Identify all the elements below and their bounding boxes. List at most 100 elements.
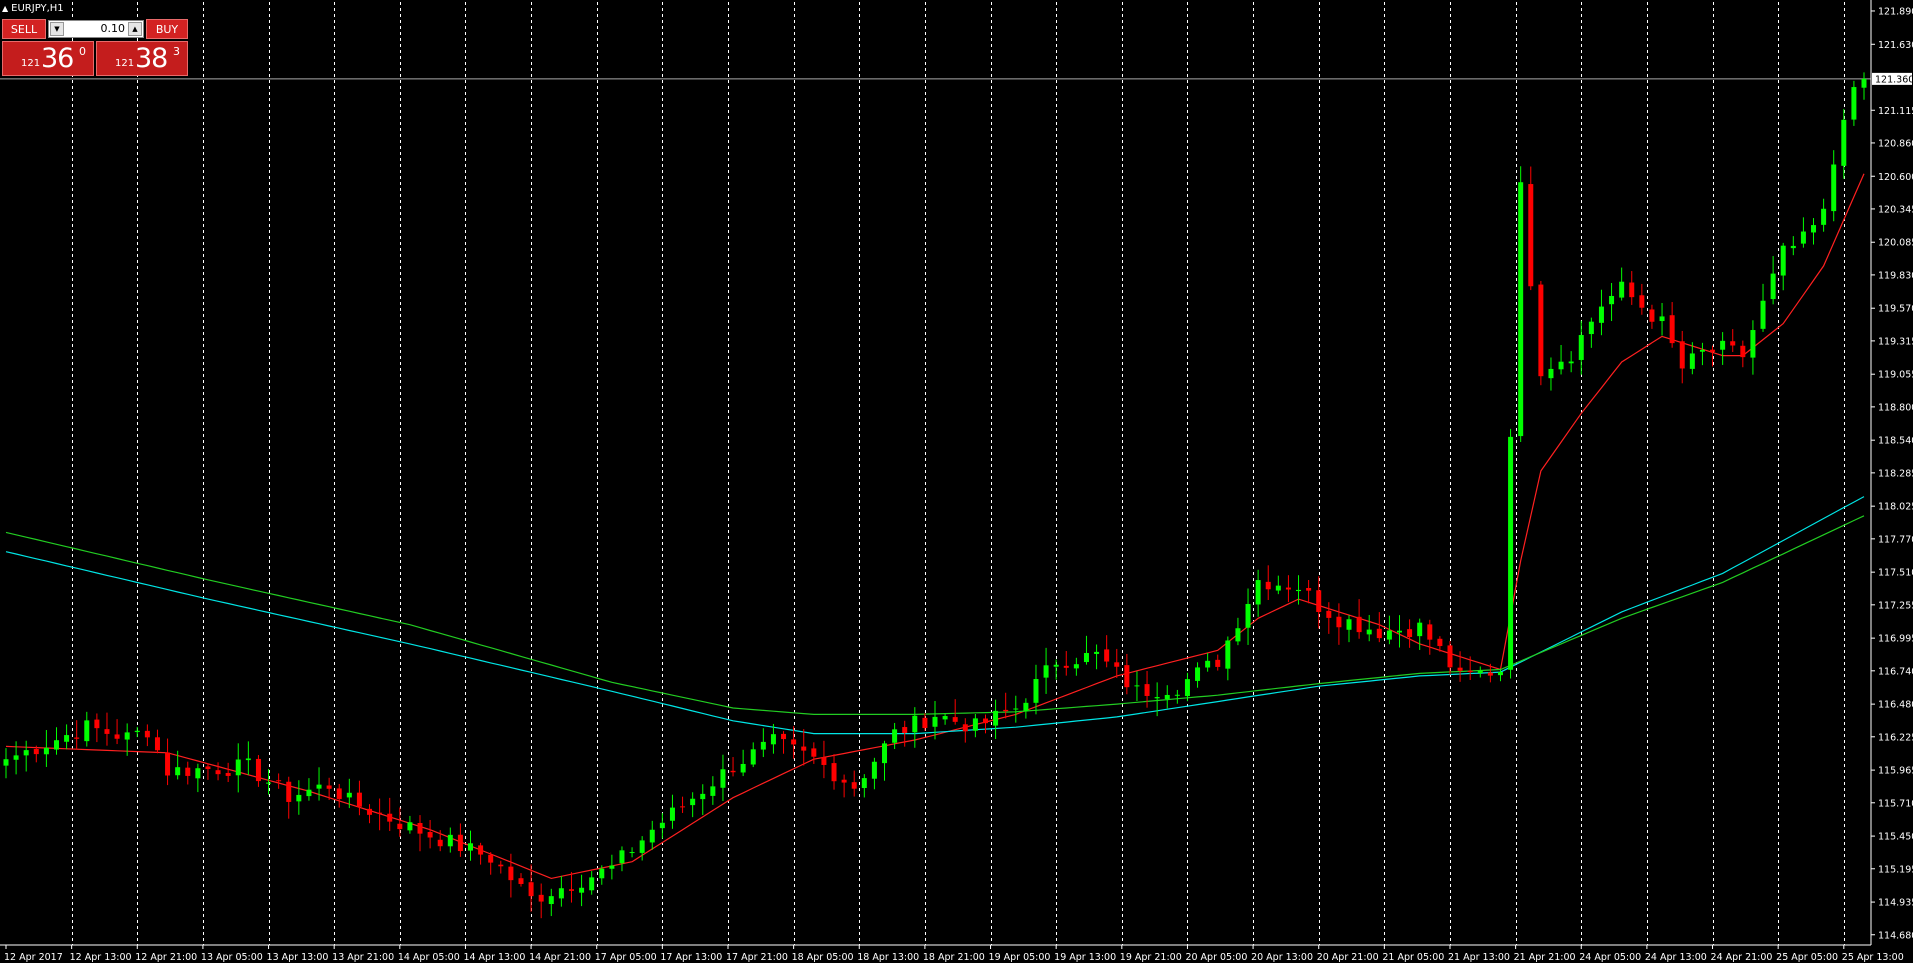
sell-price-fraction: 0 xyxy=(79,45,86,58)
candle-body xyxy=(1740,346,1745,357)
candle-body xyxy=(1387,631,1392,640)
candle-body xyxy=(539,895,544,902)
candle-body xyxy=(963,724,968,731)
sell-button[interactable]: SELL xyxy=(2,19,46,39)
candle-body xyxy=(518,878,523,884)
candle-body xyxy=(1569,362,1574,364)
buy-price-fraction: 3 xyxy=(173,45,180,58)
buy-price-button[interactable]: 121 38 3 xyxy=(96,41,188,76)
time-axis[interactable]: 12 Apr 2017 12 Apr 13:00 12 Apr 21:00 13 Ap… xyxy=(0,945,1904,963)
candle-body xyxy=(529,882,534,896)
candle-body xyxy=(165,753,170,776)
candle-body xyxy=(84,720,89,741)
candle-body xyxy=(367,809,372,815)
price-tick-label: 118.285 xyxy=(1878,468,1913,479)
lot-decrease-icon[interactable]: ▼ xyxy=(50,22,64,36)
candle-body xyxy=(700,794,705,799)
candle-body xyxy=(902,727,907,733)
time-tick-label: 13 Apr 05:00 xyxy=(201,952,263,963)
candle-body xyxy=(1054,665,1059,667)
candle-body xyxy=(1508,437,1513,670)
candle-body xyxy=(1427,624,1432,639)
candle-body xyxy=(1064,666,1069,668)
moving-average-line-2 xyxy=(6,497,1864,734)
buy-price-prefix: 121 xyxy=(115,58,134,69)
sell-price-main: 36 xyxy=(41,43,73,74)
chart-title: EURJPY,H1 xyxy=(11,3,64,14)
candle-body xyxy=(1478,671,1483,673)
buy-button[interactable]: BUY xyxy=(146,19,188,39)
candle-body xyxy=(1811,225,1816,232)
candle-body xyxy=(347,793,352,798)
sell-price-button[interactable]: 121 36 0 xyxy=(2,41,94,76)
candle-body xyxy=(14,755,19,759)
candle-body xyxy=(24,750,29,755)
chart-grid xyxy=(0,2,1871,945)
candle-body xyxy=(1175,695,1180,696)
candle-body xyxy=(741,764,746,772)
time-tick-label: 25 Apr 05:00 xyxy=(1776,952,1838,963)
time-tick-label: 12 Apr 13:00 xyxy=(70,952,132,963)
candle-body xyxy=(1619,282,1624,298)
candle-body xyxy=(1831,165,1836,212)
candle-body xyxy=(266,783,271,784)
price-tick-label: 115.450 xyxy=(1878,832,1913,843)
time-tick-label: 21 Apr 05:00 xyxy=(1382,952,1444,963)
price-tick-label: 114.935 xyxy=(1878,898,1913,909)
candle-body xyxy=(1417,623,1422,636)
candle-body xyxy=(559,888,564,898)
candle-body xyxy=(1286,588,1291,590)
candle-body xyxy=(115,734,120,738)
candle-body xyxy=(1336,617,1341,627)
lot-size-input[interactable]: ▼ 0.10 ▲ xyxy=(48,20,144,38)
candle-body xyxy=(1084,653,1089,662)
candle-body xyxy=(236,760,241,776)
time-tick-label: 13 Apr 13:00 xyxy=(267,952,329,963)
candle-body xyxy=(286,782,291,802)
candle-body xyxy=(1851,87,1856,120)
candle-body xyxy=(387,814,392,822)
candle-body xyxy=(1165,695,1170,699)
candle-body xyxy=(1538,285,1543,377)
candle-body xyxy=(943,716,948,719)
price-tick-label: 118.540 xyxy=(1878,436,1913,447)
candle-body xyxy=(1246,604,1251,628)
lot-value: 0.10 xyxy=(101,22,126,35)
price-tick-label: 116.995 xyxy=(1878,634,1913,645)
time-tick-label: 21 Apr 21:00 xyxy=(1514,952,1576,963)
candle-body xyxy=(1559,362,1564,370)
candle-body xyxy=(1235,628,1240,641)
candle-body xyxy=(872,762,877,779)
candle-body xyxy=(821,757,826,765)
price-axis[interactable]: 121.890 121.630 121.115 120.860 120.600 120.3… xyxy=(1871,0,1913,945)
price-tick-label: 120.085 xyxy=(1878,238,1913,249)
price-tick-label: 114.680 xyxy=(1878,930,1913,941)
candle-body xyxy=(1276,586,1281,591)
candle-body xyxy=(468,843,473,850)
lot-increase-icon[interactable]: ▲ xyxy=(128,22,142,36)
candle-body xyxy=(357,793,362,807)
candle-body xyxy=(912,716,917,732)
candle-body xyxy=(892,729,897,742)
candle-body xyxy=(488,855,493,863)
candle-body xyxy=(407,822,412,830)
candle-body xyxy=(1397,631,1402,633)
candle-body xyxy=(1377,629,1382,638)
candle-body xyxy=(1670,315,1675,343)
candle-body xyxy=(1528,184,1533,286)
time-tick-label: 14 Apr 21:00 xyxy=(529,952,591,963)
candle-body xyxy=(104,729,109,734)
time-tick-label: 17 Apr 13:00 xyxy=(660,952,722,963)
candle-body xyxy=(1256,580,1261,604)
candle-body xyxy=(862,778,867,788)
candle-body xyxy=(64,735,69,742)
candle-body xyxy=(1074,664,1079,668)
candle-body xyxy=(1185,679,1190,696)
candle-body xyxy=(498,865,503,867)
candle-body xyxy=(185,768,190,776)
candle-body xyxy=(1033,679,1038,703)
collapse-triangle-icon[interactable]: ▲ xyxy=(2,4,8,14)
candle-body xyxy=(1326,611,1331,618)
sell-price-prefix: 121 xyxy=(21,58,40,69)
